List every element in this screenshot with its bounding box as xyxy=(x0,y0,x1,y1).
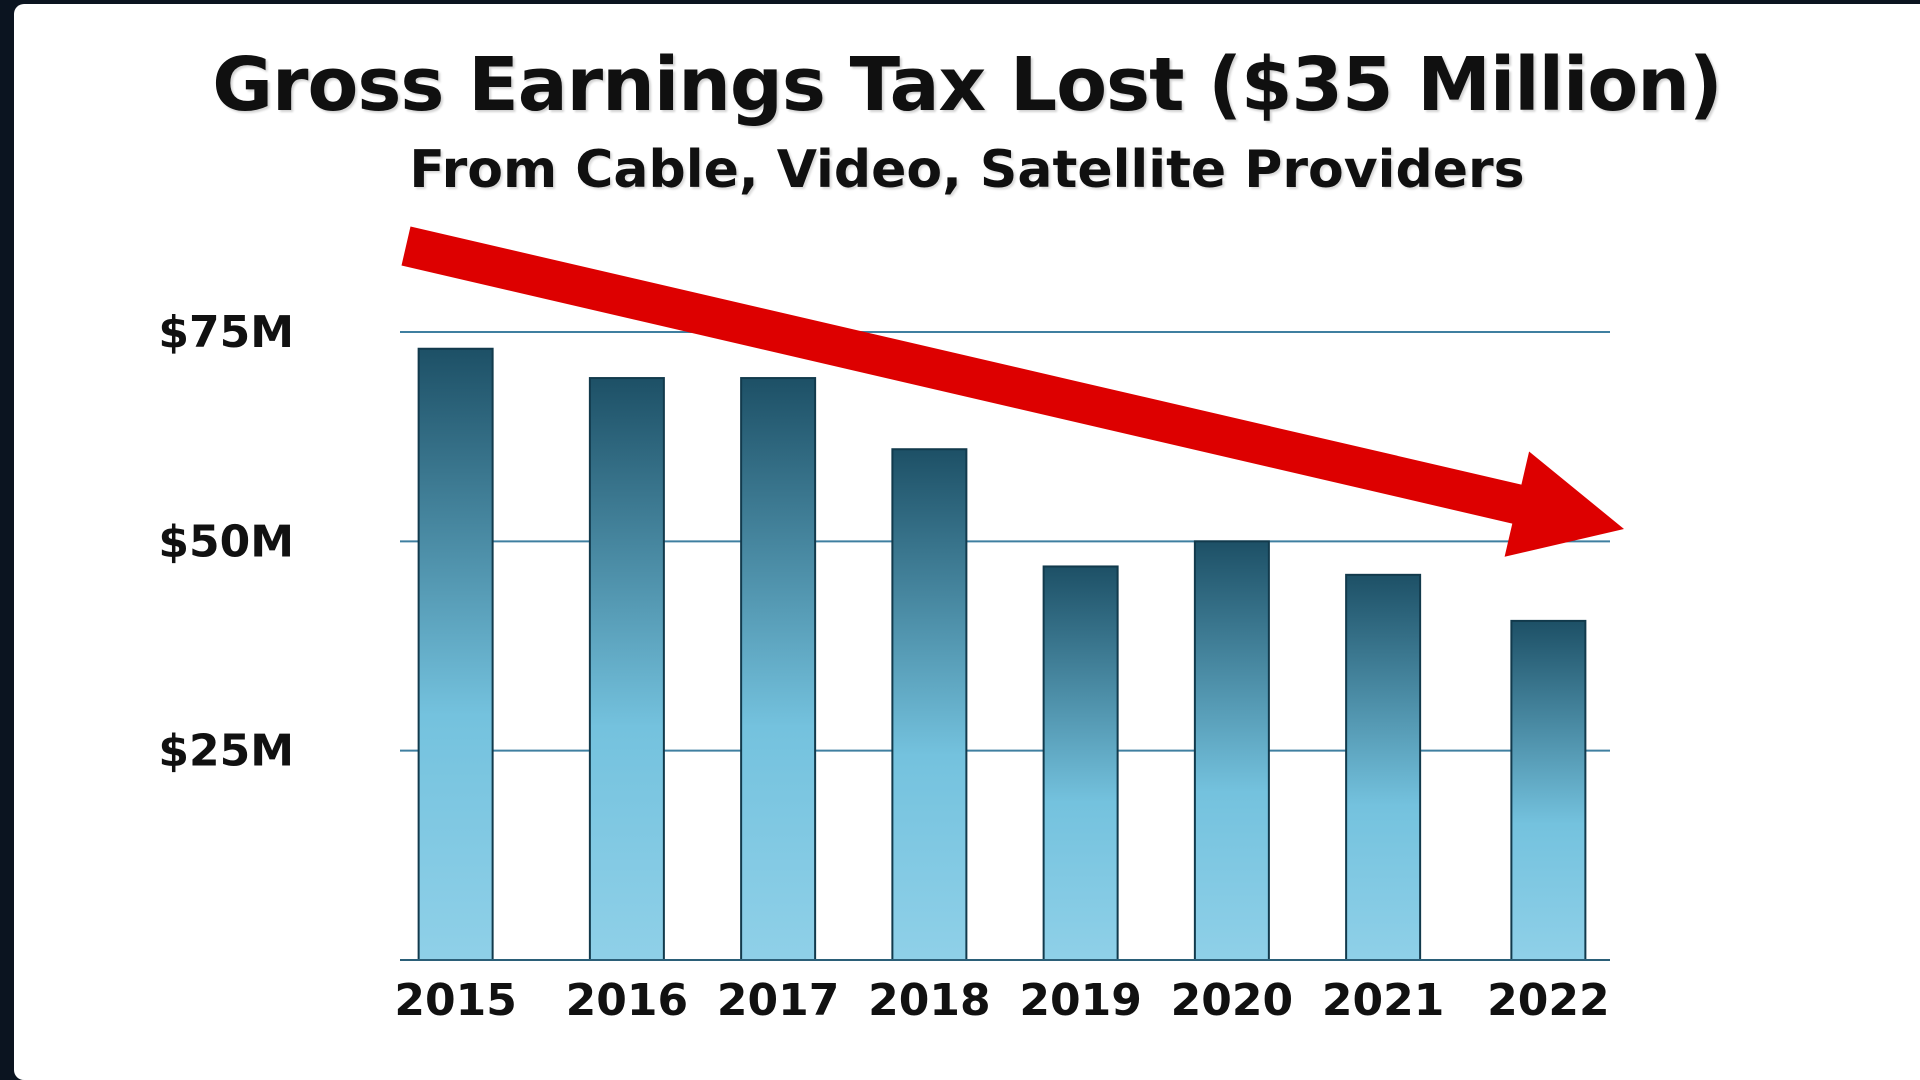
bar-chart: $25M $50M $75M 2015 2016 2017 2018 2019 2020 2021… xyxy=(158,226,1624,1026)
x-tick-label: 2022 xyxy=(1487,975,1609,1026)
x-tick-label: 2019 xyxy=(1019,975,1141,1026)
trend-arrow-shape xyxy=(401,226,1624,557)
bar-2022 xyxy=(1510,619,1587,961)
x-tick-label: 2018 xyxy=(868,975,990,1026)
x-tick-label: 2015 xyxy=(394,975,516,1026)
bars xyxy=(417,347,1587,962)
y-tick-label: $25M xyxy=(158,726,294,777)
bar-2019 xyxy=(1042,565,1119,961)
x-tick-label: 2020 xyxy=(1171,975,1293,1026)
x-tick-label: 2021 xyxy=(1322,975,1444,1026)
trend-arrow xyxy=(401,226,1624,557)
y-tick-label: $50M xyxy=(158,516,294,567)
bar-2021 xyxy=(1345,573,1422,961)
bar-2018 xyxy=(891,448,968,961)
bar-2016 xyxy=(588,377,665,961)
x-tick-label: 2017 xyxy=(717,975,839,1026)
bar-2020 xyxy=(1193,540,1270,961)
chart-title: Gross Earnings Tax Lost ($35 Million) xyxy=(212,42,1722,128)
y-tick-label: $75M xyxy=(158,307,294,358)
bar-2015 xyxy=(417,347,494,962)
x-tick-label: 2016 xyxy=(566,975,688,1026)
tick-labels: $25M $50M $75M 2015 2016 2017 2018 2019 2020 2021… xyxy=(158,307,1609,1026)
presentation-slide: Gross Earnings Tax Lost ($35 Million) Fr… xyxy=(14,4,1920,1080)
bar-2017 xyxy=(740,377,817,961)
chart-subtitle: From Cable, Video, Satellite Providers xyxy=(409,140,1525,200)
